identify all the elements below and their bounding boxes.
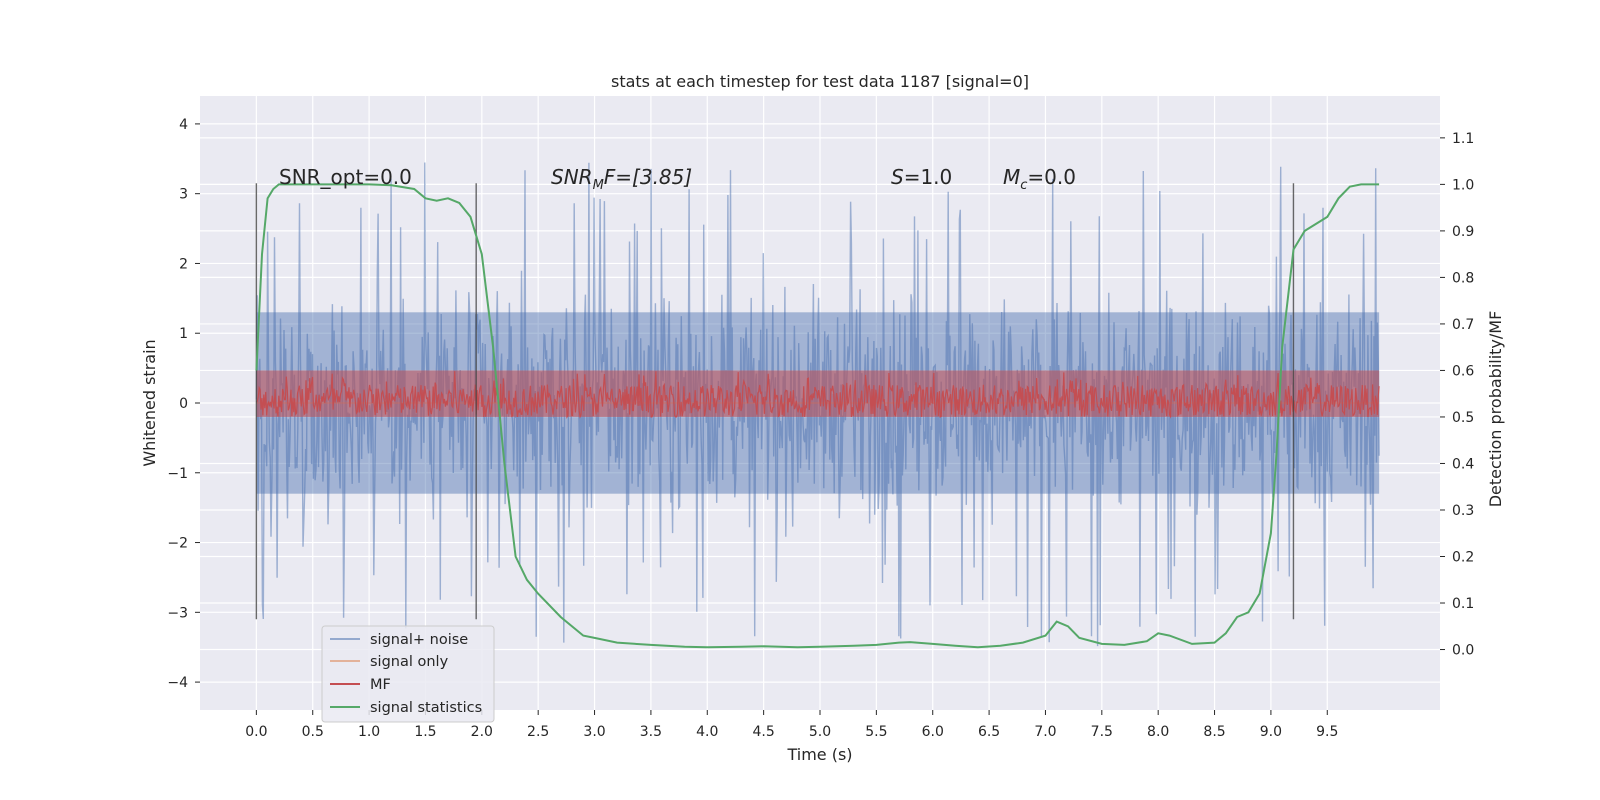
- x-tick-label: 0.5: [302, 724, 324, 740]
- chart-title: stats at each timestep for test data 118…: [611, 72, 1029, 91]
- right-y-axis-ticks: 1.1 1.0 0.9 0.8 0.7 0.6 0.5 0.4 0.3 0.2 0.1 0.0: [1440, 131, 1474, 659]
- y-left-tick-label: 4: [179, 117, 188, 133]
- x-tick-label: 1.5: [414, 724, 436, 740]
- x-tick-label: 6.5: [978, 724, 1000, 740]
- y-left-tick-label: −2: [167, 536, 188, 552]
- x-tick-label: 8.0: [1147, 724, 1169, 740]
- x-tick-label: 5.5: [865, 724, 887, 740]
- legend-label-signal-statistics: signal statistics: [370, 700, 482, 716]
- x-tick-label: 0.0: [245, 724, 267, 740]
- mf-series: [255, 370, 1380, 419]
- legend-label-signal-noise: signal+ noise: [370, 632, 468, 648]
- y-right-tick-label: 0.9: [1452, 224, 1474, 240]
- x-tick-label: 5.0: [809, 724, 831, 740]
- y-left-tick-label: −4: [167, 675, 188, 691]
- x-tick-label: 6.0: [922, 724, 944, 740]
- annotation-snr-opt: SNR_opt=0.0: [279, 165, 412, 189]
- x-tick-label: 8.5: [1203, 724, 1225, 740]
- signal-statistics-series: [255, 183, 1380, 649]
- y-right-tick-label: 1.0: [1452, 177, 1474, 193]
- x-tick-label: 3.5: [640, 724, 662, 740]
- left-y-axis-label: Whitened strain: [140, 339, 159, 466]
- x-tick-label: 2.0: [471, 724, 493, 740]
- x-tick-label: 7.0: [1034, 724, 1056, 740]
- legend-label-signal-only: signal only: [370, 654, 449, 670]
- y-right-tick-label: 0.2: [1452, 550, 1474, 566]
- y-right-tick-label: 0.4: [1452, 456, 1474, 472]
- x-axis-label: Time (s): [786, 745, 852, 764]
- x-tick-label: 4.5: [753, 724, 775, 740]
- y-left-tick-label: −3: [167, 605, 188, 621]
- y-left-tick-label: 3: [179, 187, 188, 203]
- y-right-tick-label: 0.0: [1452, 643, 1474, 659]
- right-y-axis-label: Detection probability/MF: [1486, 311, 1505, 508]
- y-right-tick-label: 0.3: [1452, 503, 1474, 519]
- x-tick-label: 7.5: [1091, 724, 1113, 740]
- y-right-tick-label: 0.5: [1452, 410, 1474, 426]
- y-left-tick-label: 1: [179, 326, 188, 342]
- legend-box: [321, 625, 495, 723]
- legend: signal+ noise signal only MF signal stat…: [321, 625, 495, 723]
- y-right-tick-label: 1.1: [1452, 131, 1474, 147]
- x-axis-ticks: 0.0 0.5 1.0 1.5 2.0 2.5 3.0 3.5 4.0 4.5 5.0 5.5 6.0 6…: [245, 710, 1338, 740]
- y-left-tick-label: −1: [167, 466, 188, 482]
- y-left-tick-label: 0: [179, 396, 188, 412]
- x-tick-label: 1.0: [358, 724, 380, 740]
- left-y-axis-ticks: 4 3 2 1 0 −1 −2 −3 −4: [167, 117, 200, 691]
- x-tick-label: 2.5: [527, 724, 549, 740]
- x-tick-label: 4.0: [696, 724, 718, 740]
- y-right-tick-label: 0.7: [1452, 317, 1474, 333]
- y-right-tick-label: 0.8: [1452, 270, 1474, 286]
- legend-label-mf: MF: [370, 677, 391, 693]
- y-right-tick-label: 0.6: [1452, 363, 1474, 379]
- y-right-tick-label: 0.1: [1452, 596, 1474, 612]
- mf-line: [255, 371, 1380, 419]
- x-tick-label: 9.5: [1316, 724, 1338, 740]
- y-left-tick-label: 2: [179, 256, 188, 272]
- annotation-snr-mf: SNRMF=[3.85]: [551, 165, 692, 193]
- x-tick-label: 3.0: [583, 724, 605, 740]
- signal-statistics-line: [255, 183, 1380, 649]
- annotation-mc: Mc=0.0: [1003, 165, 1076, 193]
- x-tick-label: 9.0: [1260, 724, 1282, 740]
- annotation-s: S=1.0: [891, 165, 952, 189]
